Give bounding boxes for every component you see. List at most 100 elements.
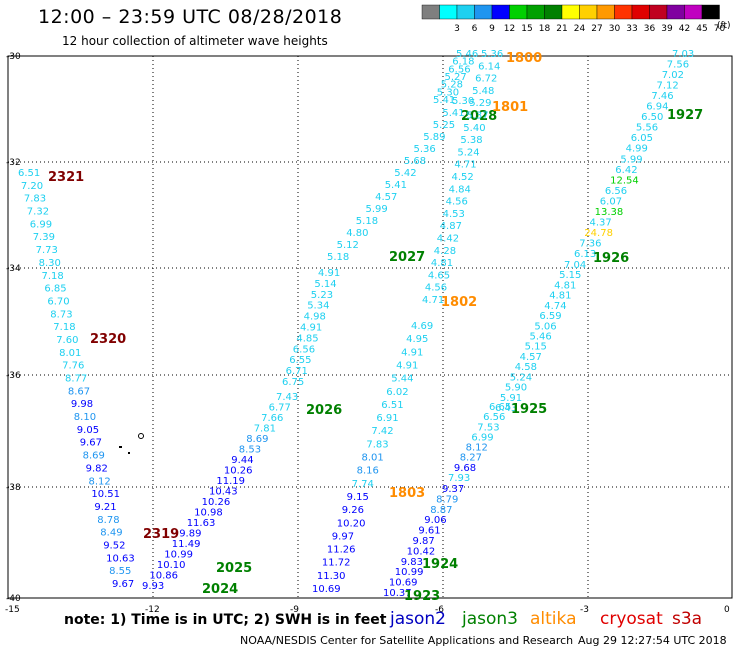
legend-s3a: s3a xyxy=(672,609,703,629)
swh-value-1927: 5.56 xyxy=(636,123,658,134)
pass-time-label: 2028 xyxy=(461,109,497,124)
swh-value-1802: 8.01 xyxy=(362,453,384,464)
color-scale-swatch xyxy=(614,4,633,20)
color-scale-tick-label: 12 xyxy=(504,24,515,34)
swh-value-1802: 9.26 xyxy=(342,505,364,516)
swh-value-1802: 10.20 xyxy=(337,518,366,529)
swh-value-1802: 6.91 xyxy=(376,413,398,424)
swh-value-2321: 7.76 xyxy=(62,361,84,372)
swh-value-2024: 8.69 xyxy=(246,434,268,445)
swh-value-1803: 10.37 xyxy=(383,588,412,599)
longitude-label: 0 xyxy=(724,605,730,615)
swh-value-1926: 5.24 xyxy=(510,372,532,383)
swh-value-1926: 6.43 xyxy=(495,403,517,414)
swh-value-1802: 11.30 xyxy=(317,571,346,582)
swh-value-1802: 7.83 xyxy=(366,439,388,450)
swh-value-1802: 4.69 xyxy=(411,321,433,332)
swh-value-1801: 4.53 xyxy=(443,209,465,220)
swh-value-2026: 4.91 xyxy=(300,323,322,334)
swh-value-2321: 7.39 xyxy=(33,232,55,243)
swh-value-1926: 5.91 xyxy=(500,393,522,404)
pass-time-label: 2025 xyxy=(216,561,252,576)
pass-time-label: 2027 xyxy=(389,250,425,265)
swh-value-1927: 7.02 xyxy=(662,70,684,81)
swh-value-2321: 10.51 xyxy=(91,489,120,500)
swh-value-2024: 10.43 xyxy=(209,487,238,498)
color-scale-swatch xyxy=(421,4,440,20)
pass-time-label: 1927 xyxy=(667,108,703,123)
latitude-label: -34 xyxy=(6,264,21,274)
latitude-label: -38 xyxy=(6,483,21,493)
swh-value-1802: 7.42 xyxy=(371,426,393,437)
legend-jason2: jason2 xyxy=(390,609,446,629)
swh-value-2024: 11.63 xyxy=(187,518,216,529)
swh-value-2024: 8.53 xyxy=(239,445,261,456)
swh-value-1927: 7.12 xyxy=(657,81,679,92)
swh-value-2028: 5.41 xyxy=(433,95,455,106)
swh-value-1926: 4.81 xyxy=(554,280,576,291)
swh-value-1801: 5.24 xyxy=(457,147,479,158)
swh-value-2321: 8.77 xyxy=(65,374,87,385)
color-scale-tick-label: 42 xyxy=(679,24,690,34)
color-scale-swatch xyxy=(649,4,668,20)
color-scale-swatch xyxy=(456,4,475,20)
swh-value-1926: 6.59 xyxy=(539,311,561,322)
swh-value-1926: 4.81 xyxy=(549,291,571,302)
swh-value-1801: 4.87 xyxy=(440,221,462,232)
swh-value-1801: 5.40 xyxy=(463,123,485,134)
pass-time-label: 1801 xyxy=(492,100,528,115)
swh-value-1926: 5.15 xyxy=(525,342,547,353)
swh-value-1926: 5.06 xyxy=(534,321,556,332)
swh-value-2026: 6.75 xyxy=(282,377,304,388)
swh-value-2026: 5.34 xyxy=(307,301,329,312)
swh-value-1802: 10.69 xyxy=(312,584,341,595)
swh-value-2321: 9.67 xyxy=(112,579,134,590)
swh-value-2321: 6.51 xyxy=(18,168,40,179)
swh-value-2321: 7.32 xyxy=(27,207,49,218)
color-scale-swatch xyxy=(701,4,720,20)
longitude-label: -3 xyxy=(580,605,589,615)
swh-value-1926: 4.57 xyxy=(520,352,542,363)
swh-value-1925: 7.53 xyxy=(477,422,499,433)
color-scale-tick-label: 27 xyxy=(591,24,602,34)
swh-value-2026: 5.23 xyxy=(311,290,333,301)
swh-value-1803: 9.83 xyxy=(401,557,423,568)
island-marker xyxy=(138,433,144,439)
swh-value-1801: 4.65 xyxy=(428,270,450,281)
swh-value-1927: 6.05 xyxy=(631,133,653,144)
swh-value-2321: 7.83 xyxy=(24,194,46,205)
swh-value-1801: 5.38 xyxy=(460,135,482,146)
swh-value-2026: 5.14 xyxy=(314,279,336,290)
swh-value-2024: 6.77 xyxy=(269,403,291,414)
swh-value-1927: 6.56 xyxy=(605,186,627,197)
swh-value-1927: 6.13 xyxy=(574,249,596,260)
swh-value-2321: 8.73 xyxy=(50,309,72,320)
swh-value-1927: 7.36 xyxy=(579,239,601,250)
swh-value-2321: 10.63 xyxy=(106,553,135,564)
swh-value-2321: 7.18 xyxy=(53,322,75,333)
swh-value-1803: 8.87 xyxy=(430,505,452,516)
swh-value-1926: 5.46 xyxy=(530,332,552,343)
swh-value-1927: 7.56 xyxy=(667,60,689,71)
swh-value-2027: 5.42 xyxy=(394,168,416,179)
swh-value-1801: 6.72 xyxy=(475,74,497,85)
color-scale-swatch xyxy=(544,4,563,20)
swh-value-1801: 4.71 xyxy=(454,160,476,171)
swh-value-2028: 5.28 xyxy=(441,80,463,91)
footer-note: note: 1) Time is in UTC; 2) SWH is in fe… xyxy=(64,612,387,628)
color-scale-swatch xyxy=(666,4,685,20)
swh-value-1926: 4.58 xyxy=(515,362,537,373)
color-scale-units: (ft) xyxy=(717,21,731,31)
pass-time-label: 1800 xyxy=(506,51,542,66)
color-scale-tick-label: 21 xyxy=(556,24,567,34)
longitude-label: -6 xyxy=(435,605,444,615)
swh-value-1927: 12.54 xyxy=(610,175,639,186)
swh-value-2321: 8.30 xyxy=(39,258,61,269)
longitude-label: -12 xyxy=(145,605,160,615)
color-scale-swatch xyxy=(491,4,510,20)
swh-value-2321: 9.67 xyxy=(80,438,102,449)
color-scale-tick-label: 3 xyxy=(454,24,460,34)
swh-value-1803: 10.42 xyxy=(407,546,436,557)
color-scale-tick-label: 70 xyxy=(714,24,726,34)
swh-value-2026: 4.91 xyxy=(318,268,340,279)
